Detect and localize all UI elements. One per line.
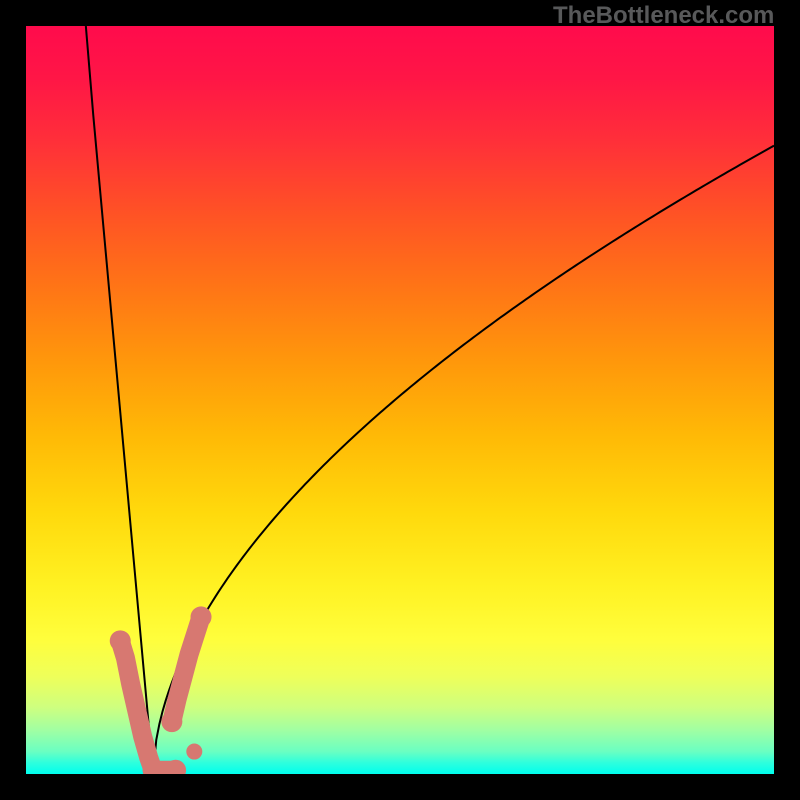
marker-cap <box>191 606 212 627</box>
figure-container: TheBottleneck.com <box>0 0 800 800</box>
watermark-text: TheBottleneck.com <box>553 2 774 30</box>
marker-segment <box>172 617 201 722</box>
plot-area <box>26 26 774 774</box>
marker-cap <box>161 711 182 732</box>
marker-segment <box>120 641 153 770</box>
marker-dot <box>186 744 202 760</box>
marker-cap <box>110 630 131 651</box>
bottleneck-curve-overlay <box>26 26 774 774</box>
